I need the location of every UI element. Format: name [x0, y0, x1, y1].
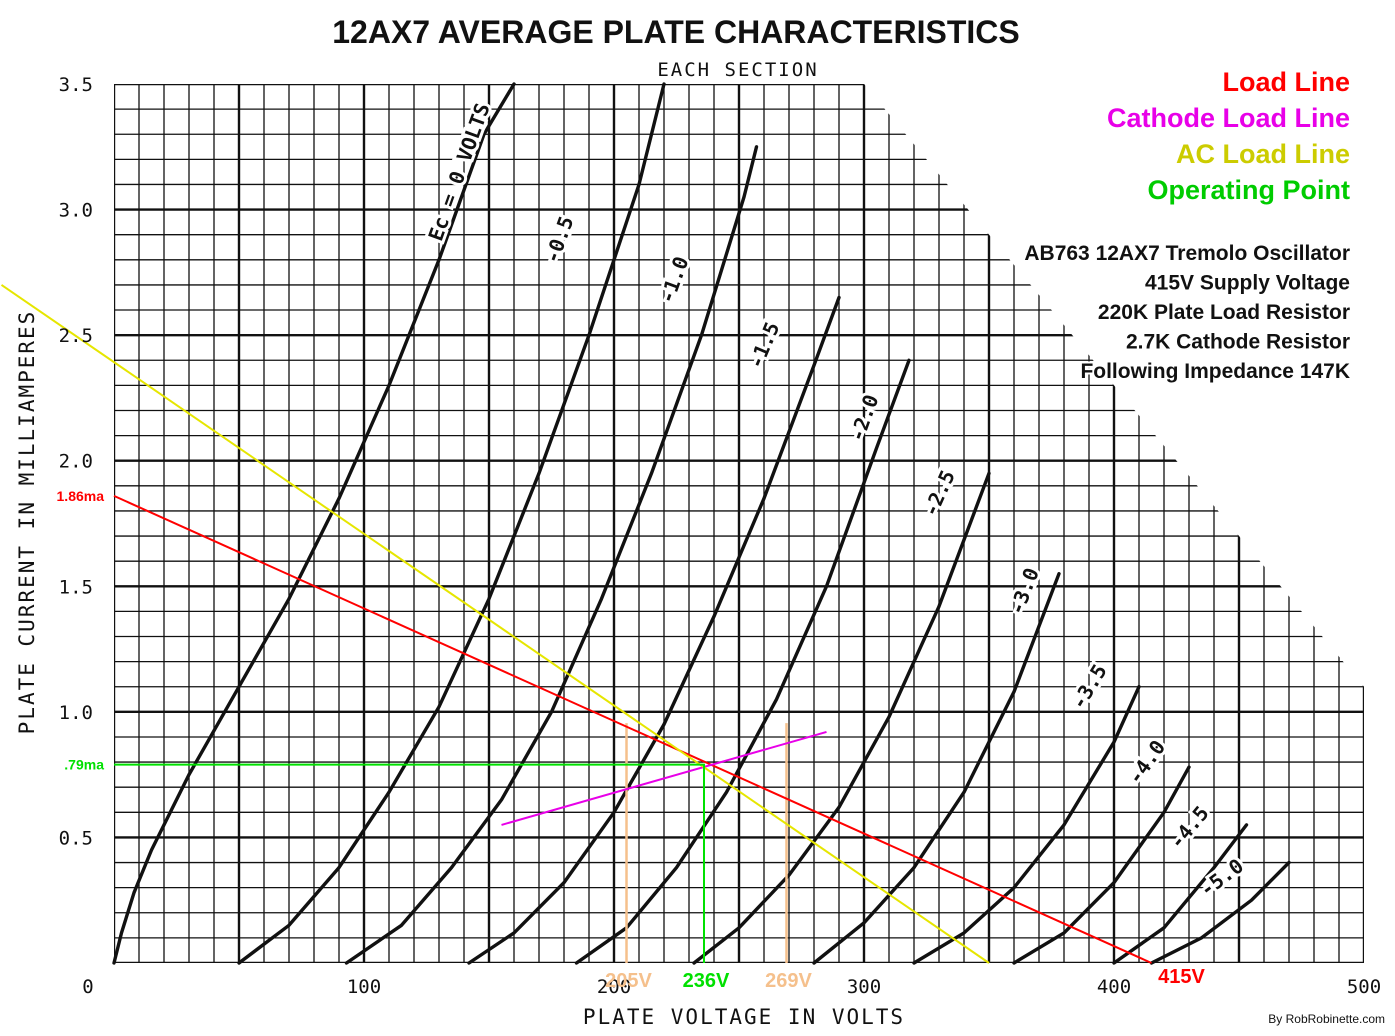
- ac-load-line-line: [0, 284, 990, 964]
- curve-label-group: -3.0: [1001, 562, 1047, 622]
- load-line-overlays: [0, 284, 1152, 964]
- chart-title: 12AX7 AVERAGE PLATE CHARACTERISTICS: [332, 14, 1020, 50]
- load-line-line: [113, 494, 1152, 964]
- y-tick-label: 2.5: [59, 325, 93, 347]
- grid: [114, 84, 1364, 963]
- voltage-annotation: 415V: [1158, 966, 1205, 988]
- voltage-annotation: 236V: [683, 970, 730, 992]
- curve-label-group: -2.5: [915, 463, 963, 523]
- legend-item: Cathode Load Line: [1107, 103, 1350, 133]
- x-tick-label: 0: [82, 976, 93, 998]
- curve-label-group: -1.5: [741, 315, 788, 375]
- curve-label: -4.5: [1164, 801, 1213, 853]
- voltage-annotation: 269V: [765, 970, 812, 992]
- y-tick-label: 3.0: [59, 200, 93, 222]
- y-tick-label: 0.5: [59, 827, 93, 849]
- current-annotation: .79ma: [64, 757, 104, 773]
- note-line: Following Impedance 147K: [1080, 360, 1350, 383]
- voltage-annotation: 205V: [605, 970, 652, 992]
- chart-subtitle: EACH SECTION: [657, 59, 818, 81]
- y-axis-label: PLATE CURRENT IN MILLIAMPERES: [15, 310, 39, 735]
- curve-label: -1.0: [655, 253, 694, 306]
- x-tick-label: 200: [597, 976, 631, 998]
- note-line: AB763 12AX7 Tremolo Oscillator: [1024, 242, 1350, 265]
- x-axis-label: PLATE VOLTAGE IN VOLTS: [583, 1005, 905, 1029]
- curve-label: -2.0: [845, 391, 884, 444]
- x-tick-label: 500: [1347, 976, 1381, 998]
- y-tick-label: 2.0: [59, 451, 93, 473]
- curve-line: [574, 358, 911, 965]
- curve-label: -0.5: [540, 213, 579, 266]
- legend-item: Load Line: [1223, 67, 1351, 97]
- curve-label-group: -0.5: [537, 210, 582, 269]
- curve-line: [112, 82, 516, 965]
- operating-point-line: [114, 763, 705, 963]
- legend-item: AC Load Line: [1176, 139, 1350, 169]
- note-line: 220K Plate Load Resistor: [1098, 301, 1350, 324]
- characteristic-curves: Ec = 0 VOLTS -0.5-1.0-1.5-2.0-2.5-3.0-3.5…: [112, 82, 1291, 965]
- notes: AB763 12AX7 Tremolo Oscillator 415V Suppl…: [1022, 240, 1352, 385]
- current-annotation: 1.86ma: [57, 488, 105, 504]
- curve-label-group: Ec = 0 VOLTS: [420, 97, 497, 247]
- x-tick-label: 400: [1097, 976, 1131, 998]
- curve-label: -1.5: [744, 318, 785, 372]
- curve-label-group: -2.0: [842, 388, 887, 447]
- curve-line: [467, 295, 841, 965]
- note-line: 2.7K Cathode Resistor: [1126, 331, 1350, 354]
- curve-line: [1012, 765, 1191, 965]
- curve-label: Ec = 0 VOLTS: [423, 100, 494, 244]
- y-tick-label: 1.5: [59, 576, 93, 598]
- curve-label: -3.0: [1004, 565, 1044, 619]
- curve-label-group: -4.5: [1161, 798, 1216, 856]
- credit-text: By RobRobinette.com: [1268, 1012, 1385, 1026]
- curve-line: [1149, 860, 1291, 965]
- curve-line: [1112, 823, 1249, 965]
- cathode-load-line-line: [501, 730, 827, 826]
- y-tick-label: 1.0: [59, 702, 93, 724]
- curve-line: [812, 572, 1061, 965]
- y-tick-label: 3.5: [59, 74, 93, 96]
- legend-item: Operating Point: [1148, 175, 1351, 205]
- x-tick-label: 300: [847, 976, 881, 998]
- curve-line: [912, 685, 1141, 965]
- curve-label: -2.5: [918, 466, 960, 520]
- curve-line: [692, 471, 991, 965]
- legend: Load Line Cathode Load Line AC Load Line Op…: [1107, 67, 1350, 205]
- curve-label-group: -1.0: [652, 250, 697, 309]
- chart-text: 12AX7 AVERAGE PLATE CHARACTERISTICS EACH…: [15, 14, 1385, 1029]
- x-tick-label: 100: [347, 976, 381, 998]
- note-line: 415V Supply Voltage: [1145, 272, 1350, 295]
- curve-line: [344, 145, 759, 965]
